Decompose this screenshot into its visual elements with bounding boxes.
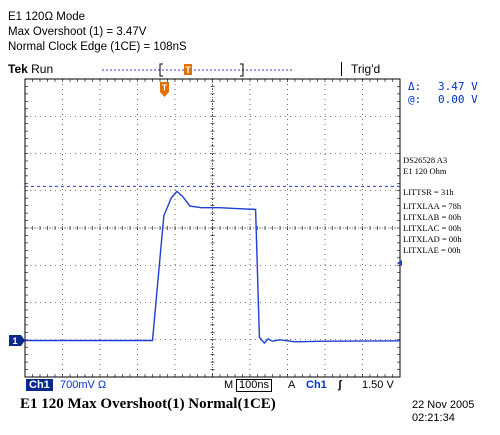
trigger-position-icon[interactable]: T [184,64,192,75]
register-line: LITXLAB = 00h [403,212,462,222]
figure-caption: E1 120 Max Overshoot(1) Normal(1CE) [20,396,276,412]
record-bracket-right [240,63,244,77]
delta-value: 3.47 V [438,80,478,93]
register-line: LITXLAC = 00h [403,223,462,233]
timebase-prefix: M [224,379,234,391]
record-bracket-left [159,63,163,77]
trigger-prefix: A [288,379,296,391]
trigger-level: 1.50 V [362,379,394,391]
channel1-badge[interactable]: Ch1 [26,379,53,392]
capture-time: 02:21:34 [412,412,455,424]
trigger-level-arrow-icon [397,260,402,266]
register-line: LITXLAE = 00h [403,245,461,255]
delta-label: Δ: [408,80,422,93]
volts-per-div: 700mV Ω [60,379,107,391]
at-label: @: [408,93,422,106]
trigger-marker-icon[interactable]: T [160,82,169,97]
status-separator [341,62,342,76]
svg-text:T: T [162,83,168,93]
run-state: Run [31,62,54,76]
channel1-ground-marker[interactable]: 1 [9,335,25,346]
header-mode: E1 120Ω Mode [8,11,86,23]
device-label: DS26528 A3 [403,155,448,165]
header-overshoot: Max Overshoot (1) = 3.47V [8,26,147,38]
mode-label: E1 120 Ohm [403,166,447,176]
at-value: 0.00 V [438,93,478,106]
trigger-state: Trig'd [351,62,381,76]
delta-readout: Δ: 3.47 V [408,80,478,93]
capture-date: 22 Nov 2005 [412,399,475,411]
header-clock-edge: Normal Clock Edge (1CE) = 108nS [8,41,187,53]
trigger-slope-icon: ʃ [338,379,342,391]
svg-text:T: T [185,65,191,75]
waveform-trace [25,190,401,345]
register-line: LITXLAD = 00h [403,234,462,244]
register-line: LITTSR = 31h [403,187,454,197]
graticule-grid [24,78,401,378]
status-brand-run: Tek Run [8,62,53,76]
svg-text:1: 1 [12,336,17,346]
register-line: LITXLAA = 78h [403,201,462,211]
time-per-div[interactable]: 100ns [236,379,272,392]
brand-logo: Tek [8,62,28,76]
at-readout: @: 0.00 V [408,93,478,106]
trigger-channel: Ch1 [306,379,327,391]
